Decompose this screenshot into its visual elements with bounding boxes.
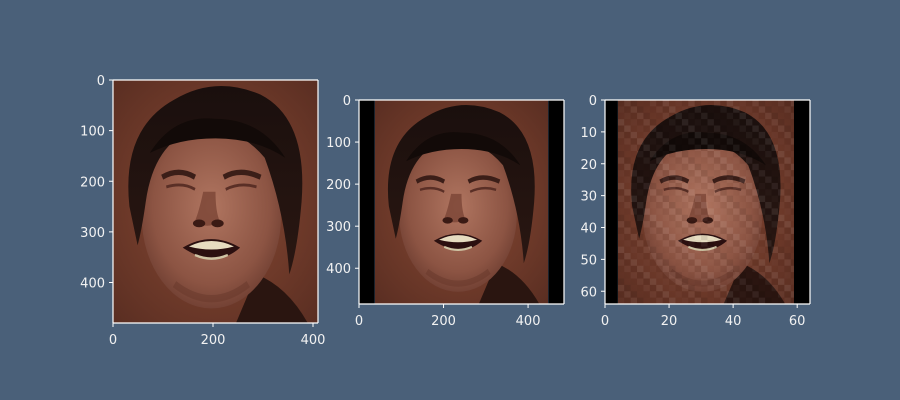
axes-2: 0 200 400 0 100 200 300 400 xyxy=(326,94,565,329)
x-tick-label: 200 xyxy=(431,314,456,329)
y-tick-label: 200 xyxy=(326,178,351,193)
y-tick-label: 40 xyxy=(580,222,597,237)
x-tick-label: 200 xyxy=(201,333,226,348)
face-image-2 xyxy=(375,100,548,304)
y-tick-label: 20 xyxy=(580,158,597,173)
y-tick-label: 60 xyxy=(580,285,597,300)
y-tick-label: 0 xyxy=(589,94,597,109)
y-tick-label: 30 xyxy=(580,190,597,205)
black-bar-right-3 xyxy=(793,100,810,304)
x-tick-label: 20 xyxy=(661,314,678,329)
x-tick-label: 0 xyxy=(355,314,363,329)
face-image-1 xyxy=(113,80,318,323)
y-tick-label: 100 xyxy=(80,125,105,140)
y-tick-label: 10 xyxy=(580,126,597,141)
x-tick-label: 40 xyxy=(725,314,742,329)
x-tick-label: 60 xyxy=(789,314,806,329)
y-tick-label: 300 xyxy=(80,226,105,241)
pixelation-overlay xyxy=(605,100,810,304)
image-panel-1: 0 200 400 0 100 200 300 400 xyxy=(80,74,325,348)
x-tick-label: 400 xyxy=(301,333,326,348)
image-panel-2: 0 200 400 0 100 200 300 400 xyxy=(326,94,565,329)
y-tick-label: 50 xyxy=(580,253,597,268)
y-tick-label: 100 xyxy=(326,136,351,151)
axes-3: 0 20 40 60 0 10 20 30 40 50 60 xyxy=(580,94,811,329)
y-tick-label: 0 xyxy=(97,74,105,89)
y-tick-label: 300 xyxy=(326,220,351,235)
y-tick-label: 400 xyxy=(326,262,351,277)
x-tick-label: 0 xyxy=(601,314,609,329)
y-tick-label: 200 xyxy=(80,175,105,190)
x-tick-label: 0 xyxy=(109,333,117,348)
image-panel-3: 0 20 40 60 0 10 20 30 40 50 60 xyxy=(580,94,811,329)
x-tick-label: 400 xyxy=(516,314,541,329)
axes-1: 0 200 400 0 100 200 300 400 xyxy=(80,74,325,348)
black-bar-left-2 xyxy=(359,100,375,304)
y-tick-label: 400 xyxy=(80,277,105,292)
black-bar-left-3 xyxy=(605,100,618,304)
y-tick-label: 0 xyxy=(343,94,351,109)
black-bar-right-2 xyxy=(548,100,564,304)
